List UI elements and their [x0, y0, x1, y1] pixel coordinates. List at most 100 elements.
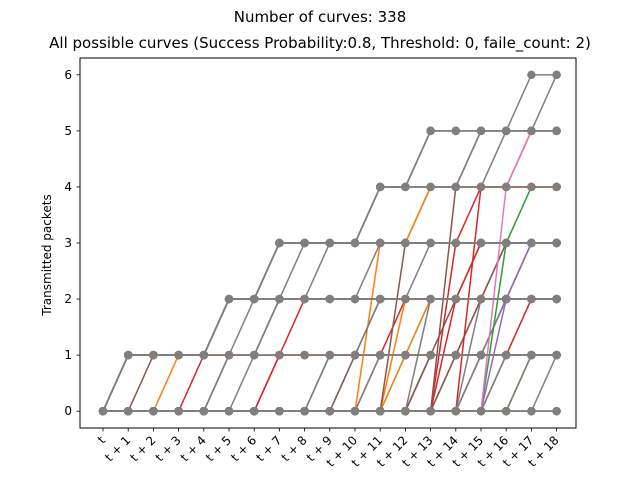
y-tick-label: 3	[64, 236, 72, 250]
data-point	[451, 350, 460, 360]
data-point	[199, 350, 208, 360]
data-point	[350, 294, 360, 304]
x-tick-label: t + 6	[228, 433, 259, 464]
chart-title: All possible curves (Success Probability…	[49, 34, 591, 52]
data-point	[502, 126, 511, 136]
data-point	[527, 70, 536, 80]
data-point	[552, 350, 561, 360]
data-point	[376, 238, 385, 248]
data-point	[199, 406, 208, 416]
data-point	[325, 406, 334, 416]
data-point	[552, 126, 561, 136]
y-tick-label: 0	[64, 404, 72, 418]
data-point	[552, 294, 561, 304]
data-point	[527, 294, 536, 304]
data-point	[451, 294, 460, 304]
data-point	[502, 406, 511, 416]
data-point	[426, 182, 435, 192]
data-point	[174, 406, 183, 416]
data-point	[275, 350, 284, 360]
data-point	[476, 294, 486, 304]
x-tick-label: t + 1	[102, 433, 133, 464]
data-point	[250, 350, 259, 360]
data-point	[426, 126, 435, 136]
data-point	[376, 294, 385, 304]
data-point	[124, 350, 133, 360]
data-point	[325, 238, 334, 248]
data-point	[376, 350, 385, 360]
data-point	[426, 406, 435, 416]
data-point	[552, 238, 561, 248]
data-point	[502, 294, 511, 304]
y-axis-label: Transmitted packets	[40, 194, 54, 316]
data-point	[426, 350, 435, 360]
data-point	[250, 294, 259, 304]
data-point	[401, 406, 410, 416]
data-point	[98, 406, 108, 416]
data-point	[149, 406, 158, 416]
data-point	[502, 182, 511, 192]
data-point	[426, 238, 435, 248]
data-point	[527, 126, 536, 136]
figure-suptitle: Number of curves: 338	[233, 8, 407, 26]
data-point	[476, 350, 486, 360]
data-point	[401, 182, 410, 192]
data-point	[401, 238, 410, 248]
y-tick-label: 1	[64, 348, 72, 362]
data-point	[376, 182, 385, 192]
data-point	[224, 406, 234, 416]
data-point	[376, 406, 385, 416]
data-point	[451, 406, 460, 416]
data-point	[451, 238, 460, 248]
data-point	[174, 350, 183, 360]
data-point	[300, 238, 309, 248]
data-point	[224, 294, 234, 304]
data-point	[426, 294, 435, 304]
y-tick-label: 5	[64, 124, 72, 138]
x-tick-label: t	[95, 433, 108, 446]
data-point	[552, 182, 561, 192]
data-point	[401, 350, 410, 360]
data-point	[476, 406, 486, 416]
data-point	[350, 350, 360, 360]
data-point	[502, 350, 511, 360]
data-point	[124, 406, 133, 416]
data-point	[527, 350, 536, 360]
data-point	[476, 238, 486, 248]
data-point	[527, 406, 536, 416]
x-tick-label: t + 8	[279, 433, 310, 464]
x-tick-label: t + 3	[153, 433, 184, 464]
x-tick-label: t + 4	[178, 433, 209, 464]
y-axis-ticks: 0 1 2 3 4 5 6	[64, 68, 80, 418]
x-tick-label: t + 2	[127, 433, 158, 464]
data-point	[476, 126, 486, 136]
data-point	[300, 406, 309, 416]
series-points	[98, 70, 561, 416]
data-point	[300, 350, 309, 360]
data-point	[325, 350, 334, 360]
y-tick-label: 4	[64, 180, 72, 194]
data-point	[401, 294, 410, 304]
data-point	[149, 350, 158, 360]
y-tick-label: 6	[64, 68, 72, 82]
data-point	[275, 294, 284, 304]
data-point	[300, 294, 309, 304]
data-point	[451, 126, 460, 136]
data-point	[527, 182, 536, 192]
data-point	[224, 350, 234, 360]
data-point	[325, 294, 334, 304]
data-point	[502, 238, 511, 248]
data-point	[275, 406, 284, 416]
data-point	[476, 182, 486, 192]
x-axis-ticks: tt + 1t + 2t + 3t + 4t + 5t + 6t + 7t + …	[95, 428, 562, 470]
data-point	[451, 182, 460, 192]
data-point	[527, 238, 536, 248]
data-point	[350, 406, 360, 416]
data-point	[250, 406, 259, 416]
x-tick-label: t + 5	[203, 433, 234, 464]
data-point	[275, 238, 284, 248]
data-point	[552, 406, 561, 416]
x-tick-label: t + 7	[253, 433, 284, 464]
y-tick-label: 2	[64, 292, 72, 306]
